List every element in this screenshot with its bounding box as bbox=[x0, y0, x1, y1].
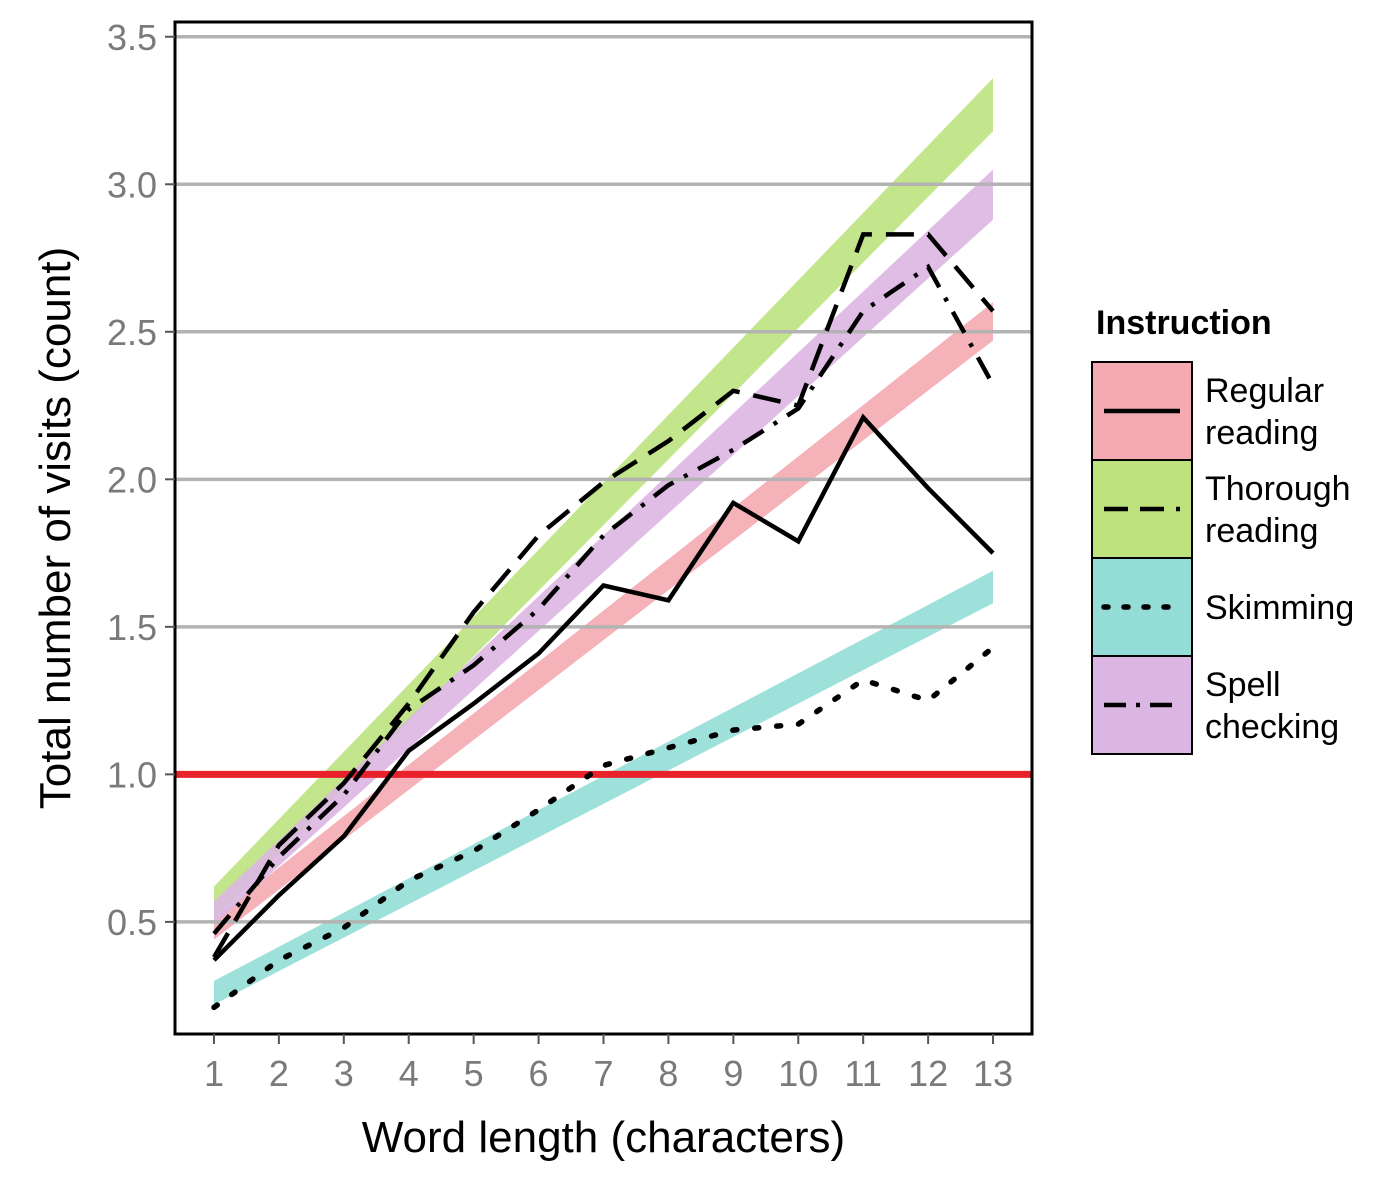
band-series-3 bbox=[214, 570, 993, 1005]
band-series-4 bbox=[214, 169, 993, 925]
legend-title: Instruction bbox=[1096, 304, 1272, 342]
x-tick-label-2: 2 bbox=[269, 1053, 289, 1094]
x-tick-label-10: 10 bbox=[778, 1053, 818, 1094]
x-tick-label-6: 6 bbox=[529, 1053, 549, 1094]
x-tick-label-7: 7 bbox=[593, 1053, 613, 1094]
legend: Instruction Regular reading Thorough readin… bbox=[1091, 304, 1354, 755]
y-tick-label-1: 0.5 bbox=[107, 902, 157, 943]
x-tick-label-8: 8 bbox=[658, 1053, 678, 1094]
line-series-1 bbox=[212, 413, 995, 962]
y-axis: 0.5 1.0 1.5 2.0 2.5 3.0 3.5 bbox=[107, 17, 175, 943]
y-tick-label-6: 3.0 bbox=[107, 164, 157, 205]
band-series-1 bbox=[214, 302, 993, 940]
y-axis-title: Total number of visits (count) bbox=[31, 247, 80, 809]
y-tick-label-3: 1.5 bbox=[107, 607, 157, 648]
y-tick-label-2: 1.0 bbox=[107, 754, 157, 795]
y-tick-label-4: 2.0 bbox=[107, 459, 157, 500]
x-axis-title: Word length (characters) bbox=[362, 1113, 845, 1162]
legend-label-series-1: Regular reading bbox=[1205, 372, 1324, 452]
x-tick-label-5: 5 bbox=[464, 1053, 484, 1094]
x-tick-label-11: 11 bbox=[845, 1053, 882, 1094]
x-tick-label-1: 1 bbox=[204, 1053, 224, 1094]
y-tick-label-7: 3.5 bbox=[107, 17, 157, 58]
x-tick-label-13: 13 bbox=[973, 1053, 1013, 1094]
legend-label-series-2: Thorough reading bbox=[1205, 470, 1351, 550]
line-series-3 bbox=[211, 644, 996, 1011]
legend-label-series-4: Spell checking bbox=[1205, 666, 1339, 746]
x-tick-label-4: 4 bbox=[399, 1053, 419, 1094]
x-axis: 1 2 3 4 5 6 7 8 9 10 11 12 13 bbox=[204, 1034, 1013, 1094]
confidence-bands bbox=[214, 78, 993, 1005]
x-tick-label-3: 3 bbox=[334, 1053, 354, 1094]
legend-label-series-3: Skimming bbox=[1205, 589, 1354, 627]
x-tick-label-9: 9 bbox=[723, 1053, 743, 1094]
x-tick-label-12: 12 bbox=[908, 1053, 948, 1094]
y-tick-label-5: 2.5 bbox=[107, 312, 157, 353]
series-lines bbox=[211, 232, 996, 1011]
line-series-2 bbox=[212, 232, 995, 959]
